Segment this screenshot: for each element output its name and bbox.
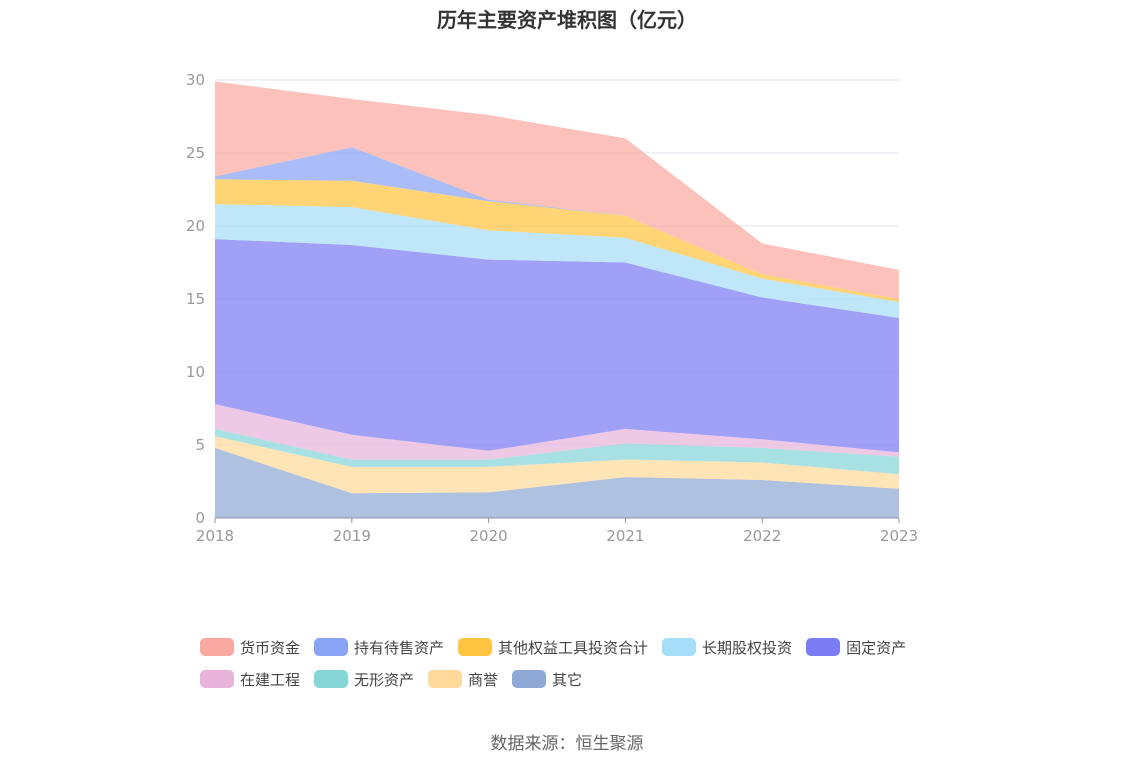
legend-item[interactable]: 无形资产 (314, 669, 414, 690)
legend-item[interactable]: 其他权益工具投资合计 (458, 637, 648, 658)
legend-label: 长期股权投资 (702, 638, 793, 657)
area-series (215, 436, 899, 494)
area-series (215, 147, 899, 299)
area-series (215, 204, 899, 318)
area-series (215, 447, 899, 518)
area-series (215, 179, 899, 302)
y-tick-label: 30 (186, 71, 205, 89)
x-tick-label: 2020 (470, 527, 508, 545)
legend-swatch (512, 670, 547, 688)
x-tick-label: 2019 (333, 527, 371, 545)
legend-swatch (806, 638, 841, 656)
legend-item[interactable]: 其它 (512, 669, 582, 690)
y-tick-label: 0 (195, 509, 205, 527)
legend-item[interactable]: 固定资产 (806, 637, 906, 658)
legend-swatch (458, 638, 493, 656)
legend-label: 持有待售资产 (354, 638, 445, 657)
legend-label: 无形资产 (354, 670, 415, 689)
legend-item[interactable]: 长期股权投资 (662, 637, 792, 658)
legend-swatch (200, 670, 234, 688)
legend-item[interactable]: 货币资金 (200, 637, 300, 658)
stacked-area-chart: 0 5 10 15 20 25 30 2018 2019 2020 2021 2022 2023 (186, 71, 918, 545)
legend-swatch (314, 638, 349, 656)
legend-label: 其它 (552, 670, 583, 689)
source-note: 数据来源：恒生聚源 (490, 734, 644, 754)
area-series (215, 81, 899, 299)
y-tick-label: 25 (186, 144, 205, 162)
x-tick-label: 2021 (606, 527, 644, 545)
legend-item[interactable]: 持有待售资产 (314, 637, 444, 658)
legend-swatch (200, 638, 234, 656)
legend: 货币资金 持有待售资产 其他权益工具投资合计 长期股权投资 固定资产 在建工程 无形资产 商… (200, 631, 960, 695)
legend-swatch (662, 638, 697, 656)
legend-label: 固定资产 (846, 638, 907, 657)
y-tick-label: 20 (186, 217, 205, 235)
y-tick-label: 10 (186, 363, 205, 381)
legend-label: 商誉 (468, 670, 499, 689)
legend-row: 货币资金 持有待售资产 其他权益工具投资合计 长期股权投资 固定资产 (200, 631, 960, 663)
y-tick-label: 5 (195, 436, 205, 454)
y-tick-label: 15 (186, 290, 205, 308)
area-series (215, 404, 899, 460)
x-tick-label: 2022 (743, 527, 781, 545)
legend-label: 在建工程 (240, 670, 301, 689)
legend-swatch (428, 670, 463, 688)
legend-item[interactable]: 商誉 (428, 669, 498, 690)
x-tick-label: 2018 (196, 527, 234, 545)
legend-swatch (314, 670, 349, 688)
x-tick-label: 2023 (880, 527, 918, 545)
chart-title: 历年主要资产堆积图（亿元） (437, 8, 697, 32)
area-series (215, 428, 899, 475)
legend-label: 货币资金 (240, 638, 301, 657)
legend-row: 在建工程 无形资产 商誉 其它 (200, 663, 960, 695)
legend-label: 其他权益工具投资合计 (498, 638, 649, 657)
legend-item[interactable]: 在建工程 (200, 669, 300, 690)
area-series (215, 239, 899, 453)
